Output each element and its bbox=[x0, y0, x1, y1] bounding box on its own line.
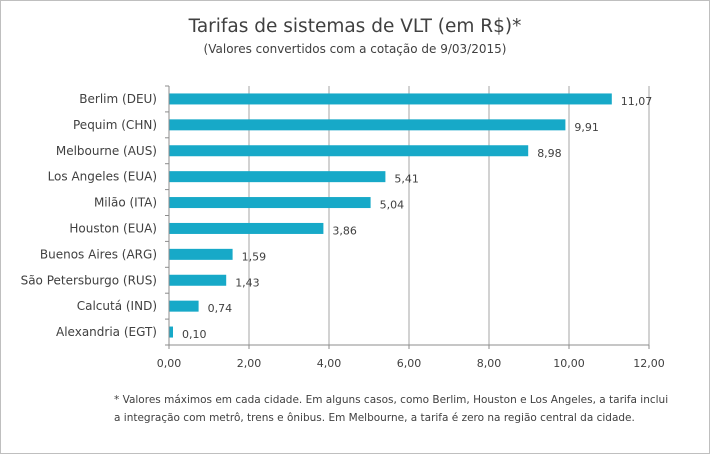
bar bbox=[169, 274, 227, 286]
data-label: 3,86 bbox=[332, 224, 357, 237]
category-label: Calcutá (IND) bbox=[77, 299, 157, 313]
x-tick-label: 2,00 bbox=[237, 357, 262, 370]
bar bbox=[169, 326, 173, 338]
axes bbox=[165, 85, 650, 349]
category-label: Houston (EUA) bbox=[69, 221, 157, 235]
footnote-line-2: a integração com metrô, trens e ônibus. … bbox=[114, 412, 635, 424]
category-label: Buenos Aires (ARG) bbox=[40, 247, 157, 261]
labels: 0,00 2,00 4,00 6,00 8,00 10,00 12,00 Berlim (DE… bbox=[21, 92, 665, 370]
chart-title: Tarifas de sistemas de VLT (em R$)* bbox=[188, 16, 522, 37]
x-tick-label: 4,00 bbox=[317, 357, 342, 370]
category-label: Los Angeles (EUA) bbox=[48, 170, 157, 184]
data-label: 0,10 bbox=[182, 328, 207, 341]
data-label: 1,43 bbox=[235, 276, 260, 289]
bar bbox=[169, 145, 529, 157]
x-tick-label: 10,00 bbox=[553, 357, 585, 370]
category-label: São Petersburgo (RUS) bbox=[21, 273, 157, 287]
category-label: Pequim (CHN) bbox=[73, 118, 157, 132]
data-label: 9,91 bbox=[574, 121, 599, 134]
category-label: Alexandria (EGT) bbox=[56, 325, 157, 339]
data-label: 5,04 bbox=[380, 199, 405, 212]
data-label: 11,07 bbox=[621, 95, 653, 108]
bar bbox=[169, 222, 324, 234]
category-label: Melbourne (AUS) bbox=[56, 144, 157, 158]
bar bbox=[169, 171, 386, 183]
category-label: Berlim (DEU) bbox=[79, 92, 157, 106]
bar bbox=[169, 93, 612, 105]
chart-subtitle: (Valores convertidos com a cotação de 9/… bbox=[203, 42, 507, 56]
bar bbox=[169, 248, 233, 260]
x-tick-label: 6,00 bbox=[397, 357, 422, 370]
bar bbox=[169, 300, 199, 312]
footnote: * Valores máximos em cada cidade. Em alg… bbox=[114, 391, 704, 427]
data-label: 8,98 bbox=[537, 147, 562, 160]
footnote-line-1: * Valores máximos em cada cidade. Em alg… bbox=[114, 394, 669, 406]
data-label: 5,41 bbox=[394, 173, 419, 186]
bar bbox=[169, 197, 371, 209]
bar bbox=[169, 119, 566, 131]
category-label: Milão (ITA) bbox=[94, 196, 157, 210]
x-tick-label: 8,00 bbox=[477, 357, 502, 370]
data-label: 0,74 bbox=[208, 302, 233, 315]
x-tick-label: 0,00 bbox=[157, 357, 182, 370]
data-label: 1,59 bbox=[242, 250, 267, 263]
x-tick-label: 12,00 bbox=[633, 357, 665, 370]
bars bbox=[169, 93, 612, 338]
